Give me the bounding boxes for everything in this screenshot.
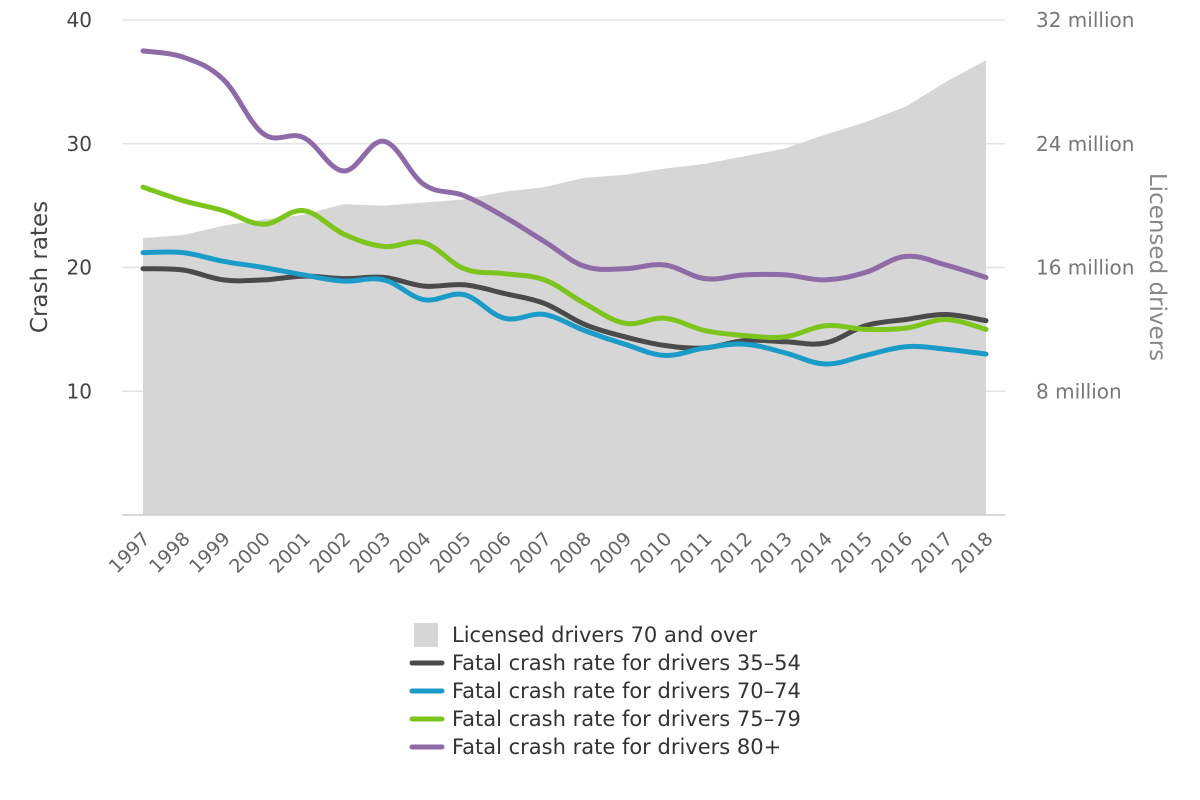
x-tick-label: 2016 <box>867 528 917 578</box>
x-tick-label: 2011 <box>667 528 717 578</box>
x-tick-label: 1999 <box>185 528 235 578</box>
x-tick-label: 1997 <box>105 528 155 578</box>
x-tick-label: 2013 <box>747 528 797 578</box>
y-tick-label: 40 <box>67 8 92 32</box>
x-tick-label: 2003 <box>346 528 396 578</box>
x-tick-label: 2002 <box>305 528 355 578</box>
legend-label: Fatal crash rate for drivers 80+ <box>452 735 781 759</box>
y-tick-label: 30 <box>67 132 92 156</box>
x-tick-label: 2004 <box>386 528 436 578</box>
x-tick-label: 2015 <box>827 528 877 578</box>
line-layer <box>140 48 989 367</box>
x-tick-label: 2008 <box>546 528 596 578</box>
x-tick-label: 2017 <box>908 528 958 578</box>
x-tick-label: 2005 <box>426 528 476 578</box>
legend: Licensed drivers 70 and over Fatal crash … <box>409 623 801 759</box>
area-layer <box>143 60 986 515</box>
series-line-2 <box>140 249 989 367</box>
x-tick-label: 2006 <box>466 528 516 578</box>
y-tick-label: 10 <box>67 379 92 403</box>
legend-label: Fatal crash rate for drivers 75–79 <box>452 707 801 731</box>
x-tick-label: 2000 <box>225 528 275 578</box>
x-tick-label: 2012 <box>707 528 757 578</box>
y2-tick-label: 16 million <box>1036 256 1134 280</box>
series-line-3 <box>140 184 989 341</box>
series-line-1 <box>140 266 989 351</box>
y2-tick-label: 8 million <box>1036 379 1122 403</box>
legend-label: Licensed drivers 70 and over <box>452 623 757 647</box>
legend-swatch-area <box>414 623 438 647</box>
y-axis-title: Crash rates <box>27 201 53 333</box>
x-tick-label: 2007 <box>506 528 556 578</box>
y2-tick-label: 32 million <box>1036 8 1134 32</box>
x-tick-label: 2010 <box>627 528 677 578</box>
series-line-4 <box>140 48 989 283</box>
y2-tick-label: 24 million <box>1036 132 1134 156</box>
licensed-drivers-area <box>143 60 986 515</box>
x-tick-label: 2001 <box>265 528 315 578</box>
x-tick-label: 2014 <box>787 528 837 578</box>
legend-label: Fatal crash rate for drivers 70–74 <box>452 679 801 703</box>
x-tick-label: 2018 <box>948 528 998 578</box>
y-tick-label: 20 <box>67 256 92 280</box>
y2-axis-title: Licensed drivers <box>1144 173 1170 361</box>
legend-label: Fatal crash rate for drivers 35–54 <box>452 651 801 675</box>
x-tick-label: 2009 <box>586 528 636 578</box>
x-tick-label: 1998 <box>145 528 195 578</box>
